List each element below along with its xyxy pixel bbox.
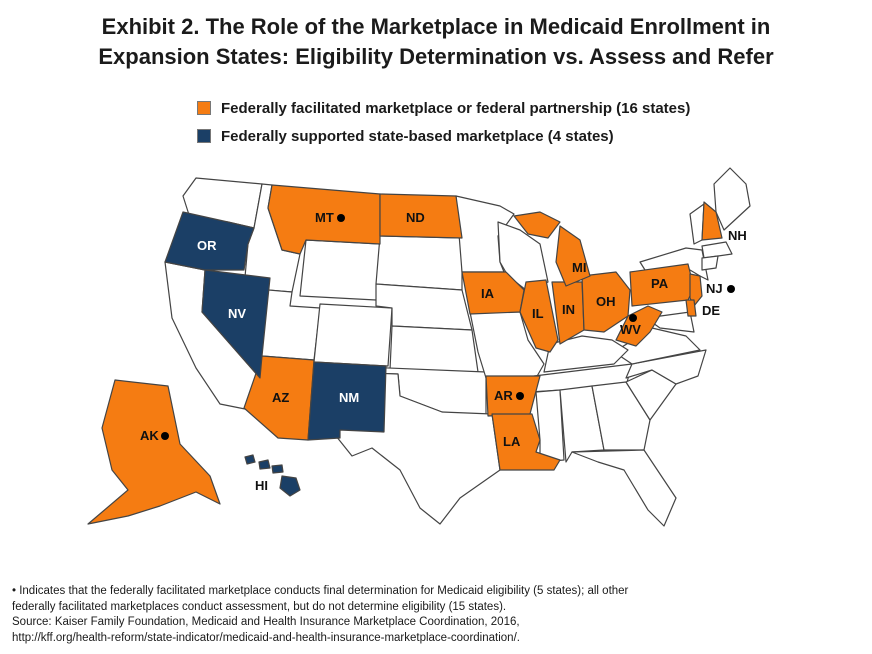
label-mi: MI xyxy=(572,260,586,275)
label-ia: IA xyxy=(481,286,495,301)
label-oh: OH xyxy=(596,294,616,309)
state-hi-4 xyxy=(279,475,301,497)
label-nh: NH xyxy=(728,228,747,243)
footnote-line-2: federally facilitated marketplaces condu… xyxy=(12,600,507,613)
state-mo xyxy=(469,311,545,379)
state-fl xyxy=(571,449,677,527)
us-map: MT ND OR NV AZ NM IA IL IN OH MI PA WV N… xyxy=(87,167,751,527)
state-nj xyxy=(689,273,703,307)
state-ks xyxy=(389,325,479,373)
label-wv: WV xyxy=(620,322,641,337)
state-il xyxy=(519,279,559,353)
state-wv xyxy=(615,305,663,347)
marker-wv-dot-icon xyxy=(629,314,637,322)
marker-nj-dot-icon xyxy=(727,285,735,293)
state-ak xyxy=(87,379,221,525)
state-ma xyxy=(701,241,733,259)
source-line-1: Source: Kaiser Family Foundation, Medica… xyxy=(12,616,520,628)
state-nd xyxy=(379,193,463,239)
state-ga xyxy=(591,381,651,451)
legend-label-sbm: Federally supported state-based marketpl… xyxy=(221,127,614,145)
label-az: AZ xyxy=(272,390,289,405)
state-la xyxy=(491,413,561,471)
state-nc xyxy=(625,349,707,385)
state-ms xyxy=(535,389,565,463)
label-in: IN xyxy=(562,302,575,317)
state-mi-upper xyxy=(513,211,561,239)
label-ar: AR xyxy=(494,388,513,403)
source-url: http://kff.org/health-reform/state-indic… xyxy=(12,631,520,644)
state-nm xyxy=(307,361,387,441)
state-ct xyxy=(701,255,719,271)
legend-item-sbm: Federally supported state-based marketpl… xyxy=(197,122,690,150)
state-hi-2 xyxy=(258,459,271,470)
label-il: IL xyxy=(532,306,544,321)
state-nh xyxy=(701,201,723,241)
footnotes: • Indicates that the federally facilitat… xyxy=(12,584,862,646)
marker-ar-dot-icon xyxy=(516,392,524,400)
state-de xyxy=(685,299,697,317)
label-or: OR xyxy=(197,238,217,253)
legend-swatch-orange xyxy=(197,101,211,115)
label-ak: AK xyxy=(140,428,159,443)
label-nv: NV xyxy=(228,306,246,321)
title-line-1: Exhibit 2. The Role of the Marketplace i… xyxy=(101,14,771,39)
state-hi-1 xyxy=(244,454,256,465)
state-sd xyxy=(375,235,463,291)
state-hi-3 xyxy=(271,464,284,474)
label-mt: MT xyxy=(315,210,334,225)
footnote-line-1: • Indicates that the federally facilitat… xyxy=(12,585,629,597)
state-or xyxy=(164,211,255,271)
map-title: Exhibit 2. The Role of the Marketplace i… xyxy=(0,12,872,72)
state-mi xyxy=(555,225,591,287)
label-la: LA xyxy=(503,434,521,449)
label-nj: NJ xyxy=(706,281,723,296)
legend-swatch-navy xyxy=(197,129,211,143)
state-me xyxy=(713,167,751,231)
legend-label-ffm: Federally facilitated marketplace or fed… xyxy=(221,99,691,117)
state-az xyxy=(243,355,315,441)
state-nv xyxy=(201,269,271,379)
label-pa: PA xyxy=(651,276,669,291)
label-nd: ND xyxy=(406,210,425,225)
label-de: DE xyxy=(702,303,720,318)
marker-mt-dot-icon xyxy=(337,214,345,222)
state-co xyxy=(313,303,393,367)
label-nm: NM xyxy=(339,390,359,405)
title-line-2: Expansion States: Eligibility Determinat… xyxy=(98,44,774,69)
state-ky xyxy=(543,335,629,373)
state-wy xyxy=(299,239,381,301)
marker-ak-dot-icon xyxy=(161,432,169,440)
legend: Federally facilitated marketplace or fed… xyxy=(197,94,690,150)
label-hi: HI xyxy=(255,478,268,493)
legend-item-ffm: Federally facilitated marketplace or fed… xyxy=(197,94,690,122)
